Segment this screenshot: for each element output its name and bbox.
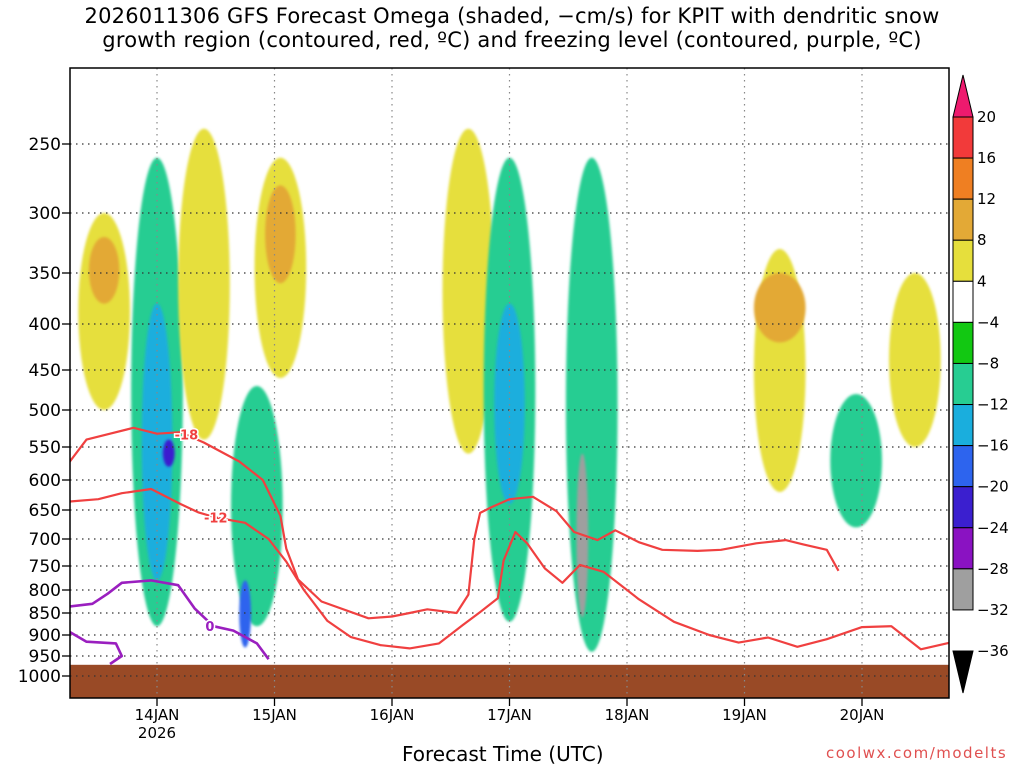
y-tick-label: 950 xyxy=(29,647,61,667)
y-tick-label: 600 xyxy=(29,471,61,491)
y-tick-label: 350 xyxy=(29,264,61,284)
omega-region xyxy=(265,185,296,284)
colorbar-segment xyxy=(952,362,974,406)
omega-region xyxy=(494,303,525,504)
omega-region xyxy=(178,128,230,440)
colorbar-label: 16 xyxy=(977,149,996,167)
colorbar-label: −8 xyxy=(977,354,999,372)
x-tick-label: 17JAN xyxy=(487,706,532,724)
x-tick-label: 18JAN xyxy=(605,706,650,724)
colorbar-top-arrow xyxy=(952,74,974,118)
colorbar-segment xyxy=(952,116,974,159)
x-tick-label: 19JAN xyxy=(722,706,767,724)
colorbar-label: −20 xyxy=(977,478,1009,496)
grid-lines xyxy=(70,68,949,698)
colorbar-label: −28 xyxy=(977,560,1009,578)
colorbar-label: 12 xyxy=(977,190,996,208)
y-tick-label: 750 xyxy=(29,557,61,577)
y-tick-label: 500 xyxy=(29,401,61,421)
y-tick-label: 550 xyxy=(29,438,61,458)
omega-region xyxy=(889,273,941,447)
colorbar: 20 16 12 8 4 −4 −8 −12 −16 −20 −24 −28 −32 −36 xyxy=(952,74,1009,694)
chart-title-line-2: growth region (contoured, red, ºC) and f… xyxy=(102,28,922,52)
x-year-label: 2026 xyxy=(138,724,176,740)
colorbar-label: −36 xyxy=(977,642,1009,660)
y-tick-label: 800 xyxy=(29,581,61,601)
y-tick-label: 1000 xyxy=(18,667,61,687)
y-tick-label: 650 xyxy=(29,501,61,521)
omega-region xyxy=(231,386,283,627)
omega-region xyxy=(162,439,175,467)
colorbar-label: −32 xyxy=(977,601,1009,619)
x-tick-label: 20JAN xyxy=(840,706,885,724)
credit-link[interactable]: coolwx.com/modelts xyxy=(826,744,1008,762)
freezing-contour xyxy=(70,630,124,666)
y-tick-label: 450 xyxy=(29,361,61,381)
colorbar-segment xyxy=(952,239,974,282)
contour-layer: -18 -12 0 xyxy=(70,426,949,666)
omega-shading xyxy=(78,128,941,652)
omega-region xyxy=(830,394,882,528)
colorbar-segment xyxy=(952,321,974,364)
time-height-chart: -18 -12 0 250 300 350 400 450 500 550 600 650 700 75… xyxy=(18,67,1009,740)
x-tick-label: 15JAN xyxy=(252,706,297,724)
colorbar-label: −16 xyxy=(977,437,1009,455)
colorbar-segment xyxy=(952,527,974,570)
x-tick-label: 14JAN xyxy=(135,706,180,724)
x-axis: 14JAN 15JAN 16JAN 17JAN 18JAN 19JAN 20JAN 2026 xyxy=(135,698,885,740)
y-tick-label: 300 xyxy=(29,204,61,224)
colorbar-label: 8 xyxy=(977,231,987,249)
colorbar-label: −24 xyxy=(977,519,1009,537)
colorbar-segment xyxy=(952,445,974,488)
dgz-contour-label: -18 xyxy=(175,428,199,443)
dgz-contour-label: -12 xyxy=(204,512,228,527)
y-tick-label: 400 xyxy=(29,315,61,335)
freezing-contour xyxy=(70,579,270,660)
y-tick-label: 700 xyxy=(29,530,61,550)
y-tick-label: 250 xyxy=(29,135,61,155)
dgz-contour xyxy=(70,487,949,651)
omega-region xyxy=(239,580,251,648)
colorbar-segment xyxy=(952,486,974,529)
colorbar-label: −4 xyxy=(977,313,999,331)
y-axis: 2503003504004505005506006507007508008509… xyxy=(18,135,70,687)
chart-title: 2026011306 GFS Forecast Omega (shaded, −… xyxy=(0,4,1024,52)
colorbar-label: 20 xyxy=(977,108,996,126)
colorbar-segment xyxy=(952,157,974,200)
omega-region xyxy=(753,273,806,343)
x-tick-label: 16JAN xyxy=(370,706,415,724)
freezing-contour-label: 0 xyxy=(205,620,214,635)
y-tick-label: 850 xyxy=(29,604,61,624)
omega-region xyxy=(88,236,120,304)
y-tick-label: 900 xyxy=(29,626,61,646)
colorbar-segment xyxy=(952,404,974,447)
colorbar-label: 4 xyxy=(977,272,987,290)
omega-region xyxy=(442,128,495,454)
omega-region xyxy=(141,303,173,581)
colorbar-segment xyxy=(952,568,974,611)
colorbar-bottom-arrow xyxy=(952,650,974,694)
x-axis-title: Forecast Time (UTC) xyxy=(402,742,604,766)
chart-title-line-1: 2026011306 GFS Forecast Omega (shaded, −… xyxy=(84,4,940,28)
colorbar-segment xyxy=(952,280,974,323)
colorbar-segment xyxy=(952,198,974,241)
dgz-contour xyxy=(70,426,840,620)
colorbar-label: −12 xyxy=(977,396,1009,414)
